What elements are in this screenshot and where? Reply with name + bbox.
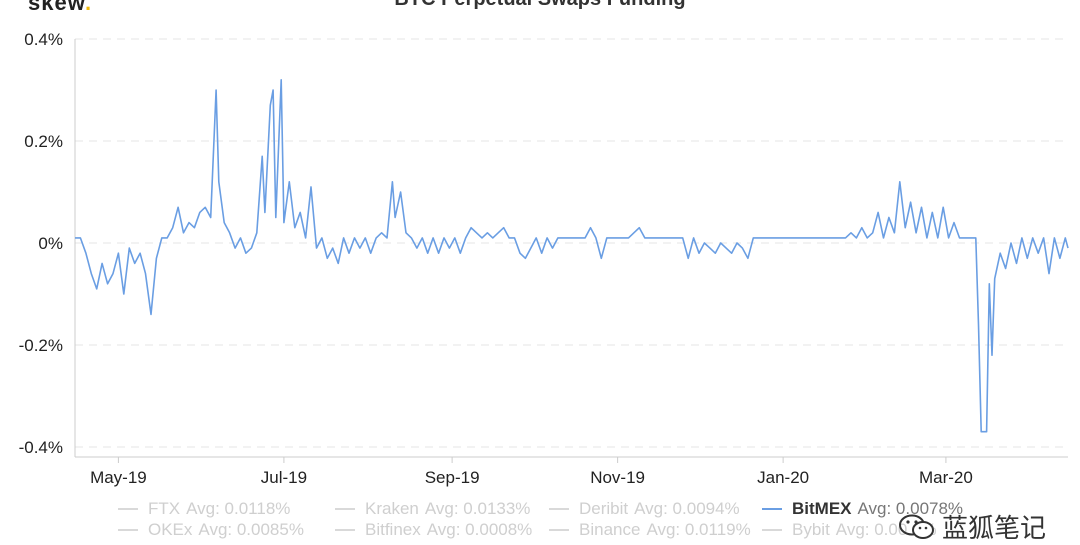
watermark: 蓝狐笔记 [898,508,1046,545]
legend-avg: Avg: 0.0119% [646,520,751,539]
legend-swatch [335,529,355,531]
y-tick-label: 0% [38,234,63,253]
x-axis: May-19 Jul-19 Sep-19 Nov-19 Jan-20 Mar-20 [75,456,1068,487]
legend-name: Deribit [579,499,629,518]
legend-row-1: FTX Avg: 0.0118% Kraken Avg: 0.0133% Deribit… [0,499,1080,523]
legend-name: Bybit [792,520,830,539]
chart-title: BTC Perpetual Swaps Funding [0,0,1080,11]
y-axis: 0.4% 0.2% 0% -0.2% -0.4% [19,30,76,457]
legend-name: Binance [579,520,641,539]
x-tick-label: Mar-20 [919,468,973,487]
y-tick-label: 0.2% [24,132,63,151]
legend-swatch [762,508,782,510]
legend-item-ftx[interactable]: FTX Avg: 0.0118% [118,499,290,519]
series-line-bitmex [75,79,1069,433]
legend-avg: Avg: 0.0085% [198,520,304,539]
legend-avg: Avg: 0.0008% [426,520,533,539]
wechat-icon [898,514,934,539]
x-tick-label: Jul-19 [261,468,307,487]
legend-swatch [549,508,569,510]
legend-swatch [335,508,355,510]
legend-avg: Avg: 0.0094% [634,499,740,518]
legend-item-okex[interactable]: OKEx Avg: 0.0085% [118,520,304,540]
x-tick-label: May-19 [90,468,147,487]
legend-avg: Avg: 0.0118% [186,499,291,518]
legend-name: BitMEX [792,499,852,518]
series-layer [75,79,1069,433]
x-tick-label: Jan-20 [757,468,809,487]
y-tick-label: -0.4% [19,438,63,457]
legend-item-bitfinex[interactable]: Bitfinex Avg: 0.0008% [335,520,532,540]
legend-swatch [118,529,138,531]
legend-swatch [549,529,569,531]
grid-lines [75,38,1068,448]
legend-item-bitmex[interactable]: BitMEX Avg: 0.0078% [762,499,963,519]
legend-avg: Avg: 0.0078% [857,499,964,518]
y-tick-label: 0.4% [24,30,63,49]
x-tick-label: Sep-19 [425,468,480,487]
watermark-text: 蓝狐笔记 [941,513,1046,543]
legend-row-2: OKEx Avg: 0.0085% Bitfinex Avg: 0.0008% Bina… [0,520,1080,544]
brand-logo: skew. [28,0,93,15]
legend-name: FTX [148,499,181,518]
legend-item-kraken[interactable]: Kraken Avg: 0.0133% [335,499,530,519]
x-tick-label: Nov-19 [590,468,645,487]
legend-avg: Avg: 0.0133% [424,499,531,518]
legend-name: Kraken [365,499,419,518]
legend-item-deribit[interactable]: Deribit Avg: 0.0094% [549,499,740,519]
y-tick-label: -0.2% [19,336,63,355]
legend-swatch [118,508,138,510]
legend-swatch [762,529,782,531]
legend-item-binance[interactable]: Binance Avg: 0.0119% [549,520,751,540]
legend-name: Bitfinex [365,520,421,539]
funding-chart: 0.4% 0.2% 0% -0.2% -0.4% May-19 Jul-19 Sep-19 N… [19,30,1069,487]
legend-name: OKEx [148,520,193,539]
